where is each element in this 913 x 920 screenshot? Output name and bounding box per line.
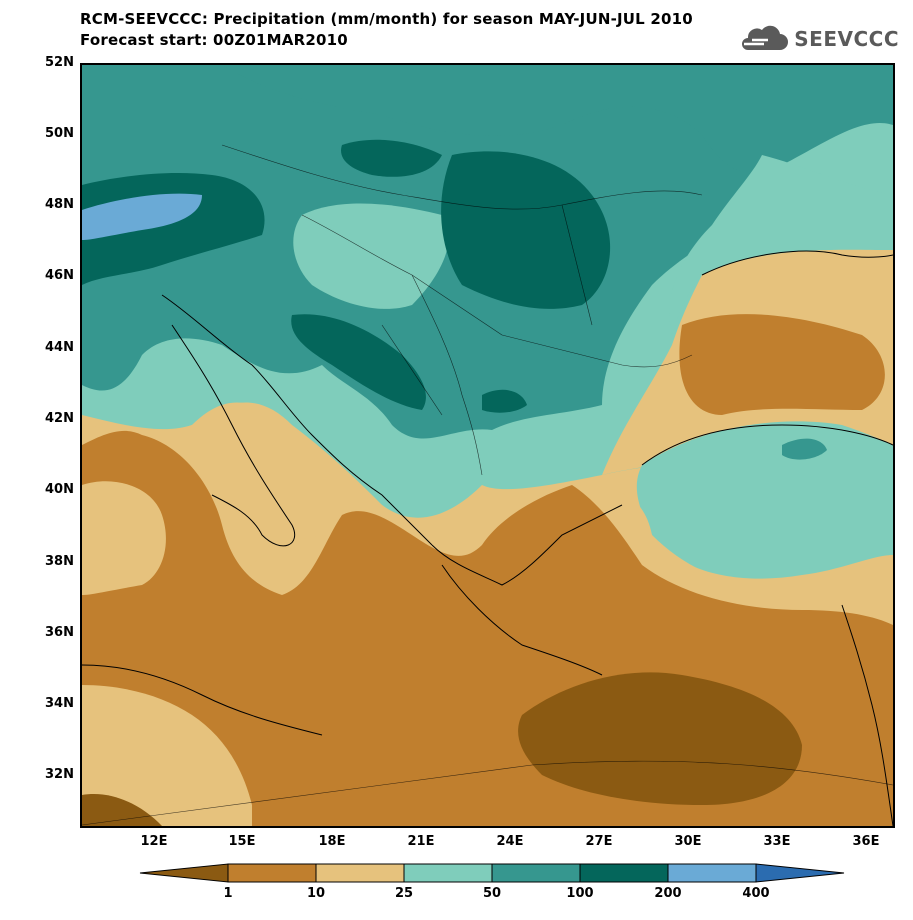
coastlines — [82, 250, 893, 826]
colorbar-segment — [227, 863, 317, 883]
zone-0-1-west — [82, 794, 162, 826]
cloud-logo-icon — [742, 25, 789, 50]
lat-label: 50N — [45, 126, 74, 141]
colorbar-threshold-label: 200 — [654, 886, 682, 901]
colorbar-segment — [403, 863, 493, 883]
lon-label: 27E — [585, 834, 613, 849]
zone-25-50-pannonian — [293, 203, 449, 309]
colorbar-segment — [579, 863, 669, 883]
colorbar-segment — [667, 863, 757, 883]
zone-25-50-anatolia — [636, 421, 893, 585]
zone-200-400-alps — [82, 193, 202, 240]
lat-label: 36N — [45, 625, 74, 640]
lat-label: 38N — [45, 554, 74, 569]
lon-label: 15E — [228, 834, 256, 849]
zone-1-10-black-sea — [679, 314, 885, 415]
zone-100-200-balkan — [482, 389, 527, 413]
lon-label: 30E — [674, 834, 702, 849]
lon-label: 33E — [763, 834, 791, 849]
zone-100-200-dinaric — [291, 314, 426, 410]
lat-label: 44N — [45, 340, 74, 355]
precipitation-map — [80, 63, 895, 828]
lon-label: 12E — [140, 834, 168, 849]
lat-label: 46N — [45, 268, 74, 283]
map-title: RCM-SEEVCCC: Precipitation (mm/month) fo… — [80, 10, 693, 28]
colorbar-threshold-label: 100 — [566, 886, 594, 901]
lat-label: 42N — [45, 411, 74, 426]
colorbar-threshold-label: 400 — [742, 886, 770, 901]
zone-10-25-libya — [82, 685, 252, 826]
lat-label: 40N — [45, 482, 74, 497]
forecast-start-label: Forecast start: 00Z01MAR2010 — [80, 31, 348, 49]
colorbar-threshold-label: 25 — [394, 886, 414, 901]
lat-label: 48N — [45, 197, 74, 212]
lon-label: 18E — [318, 834, 346, 849]
precipitation-field — [82, 65, 893, 826]
zone-25-50-ukraine — [669, 155, 893, 335]
colorbar-segment — [315, 863, 405, 883]
colorbar-segment — [491, 863, 581, 883]
precipitation-colorbar — [139, 863, 845, 883]
zone-100-200-carpathian — [441, 151, 611, 309]
zone-50-100-anatolia — [782, 438, 827, 460]
zone-10-25-west — [82, 481, 166, 595]
lon-label: 36E — [852, 834, 880, 849]
colorbar-segment — [139, 863, 229, 883]
zone-0-1-egypt — [518, 672, 802, 805]
zone-100-200-north — [341, 139, 442, 177]
zone-50-100-north-band — [222, 65, 893, 174]
logo-text: SEEVCCC — [794, 27, 899, 51]
colorbar-segment — [755, 863, 845, 883]
lon-label: 21E — [407, 834, 435, 849]
colorbar-threshold-label: 10 — [306, 886, 326, 901]
lon-label: 24E — [496, 834, 524, 849]
country-borders — [82, 144, 893, 826]
seevccc-logo: SEEVCCC — [738, 22, 899, 56]
colorbar-threshold-label: 50 — [482, 886, 502, 901]
lat-label: 52N — [45, 55, 74, 70]
lat-label: 32N — [45, 767, 74, 782]
colorbar-threshold-label: 1 — [223, 886, 233, 901]
lat-label: 34N — [45, 696, 74, 711]
